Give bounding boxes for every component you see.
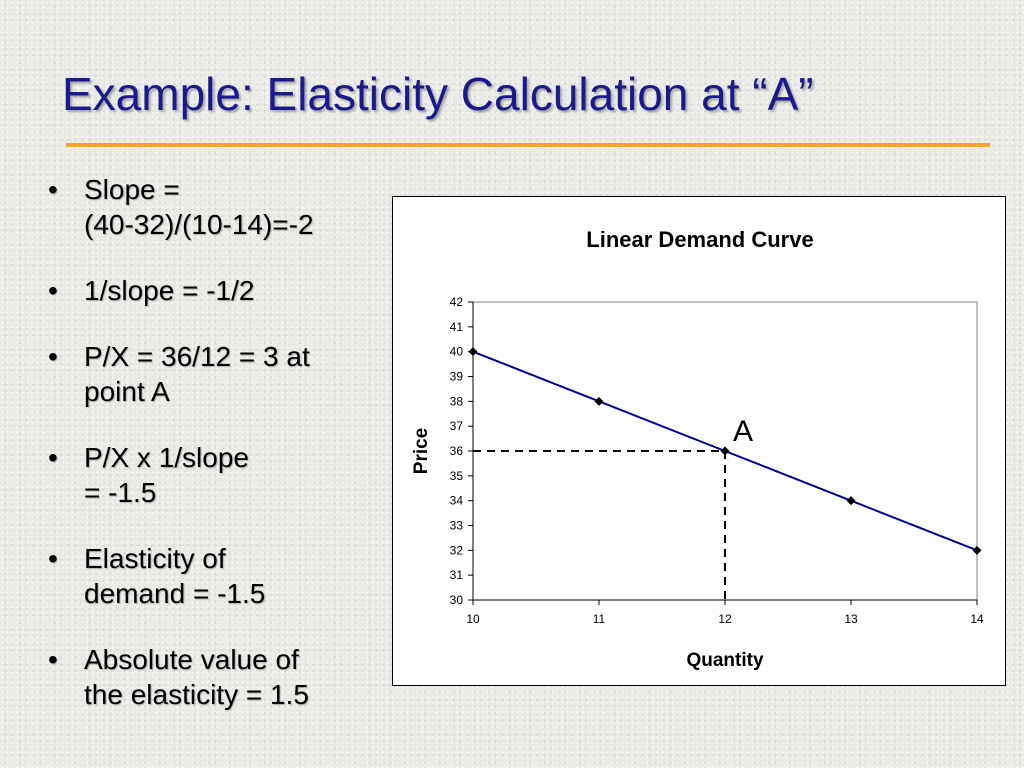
data-point [720,446,730,456]
bullet-text: point A [84,376,170,407]
x-tick-label: 11 [593,612,606,626]
x-tick-label: 10 [466,612,480,626]
x-tick-label: 13 [844,612,858,626]
x-tick-label: 14 [970,612,984,626]
x-tick-label: 12 [718,612,732,626]
bullet-item: • P/X = 36/12 = 3 at point A [40,339,380,409]
bullet-text: (40-32)/(10-14)=-2 [84,209,314,240]
bullet-item: • Absolute value of the elasticity = 1.5 [40,642,380,712]
bullet-text: = -1.5 [84,477,157,508]
bullet-dot: • [48,442,58,473]
data-point [594,396,604,406]
y-tick-label: 40 [450,345,464,359]
bullet-item: • Elasticity of demand = -1.5 [40,541,380,611]
bullet-text: Elasticity of [84,543,226,574]
y-tick-label: 42 [450,295,464,309]
bullet-text: P/X = 36/12 = 3 at [84,341,310,372]
bullet-item: • Slope = (40-32)/(10-14)=-2 [40,172,380,242]
demand-chart: Linear Demand Curve 30 31 32 33 34 35 36 37 38 39… [411,227,984,671]
bullet-text: Slope = [84,174,180,205]
bullet-item: • 1/slope = -1/2 [40,273,380,308]
y-tick-label: 33 [450,519,464,533]
y-axis-title: Price [411,428,432,474]
x-axis: 10 11 12 13 14 [466,599,984,626]
bullet-text: Absolute value of [84,644,299,675]
y-tick-label: 41 [450,320,464,334]
bullet-list: • Slope = (40-32)/(10-14)=-2 • 1/slope =… [40,172,380,743]
chart-panel: Linear Demand Curve 30 31 32 33 34 35 36 37 38 39… [392,196,1006,686]
bullet-dot: • [48,644,58,675]
y-tick-label: 34 [450,494,464,508]
data-point [846,496,856,506]
guide-lines [473,450,726,600]
slide-title: Example: Elasticity Calculation at “A” [62,68,814,120]
y-tick-label: 35 [450,469,464,483]
bullet-item: • P/X x 1/slope = -1.5 [40,440,380,510]
y-tick-label: 32 [450,543,464,557]
bullet-dot: • [48,275,58,306]
point-label: A [733,415,753,448]
y-tick-label: 36 [450,444,464,458]
bullet-text: 1/slope = -1/2 [84,275,255,306]
y-tick-label: 30 [450,593,464,607]
bullet-text: P/X x 1/slope [84,442,249,473]
chart-title: Linear Demand Curve [586,227,813,252]
annotation-group: A [733,415,753,448]
data-point [972,545,982,555]
bullet-dot: • [48,341,58,372]
y-tick-label: 38 [450,394,464,408]
bullet-dot: • [48,174,58,205]
bullet-text: the elasticity = 1.5 [84,679,309,710]
data-point [468,347,478,357]
y-axis: 30 31 32 33 34 35 36 37 38 39 40 41 42 [450,295,474,607]
bullet-dot: • [48,543,58,574]
x-axis-title: Quantity [686,650,763,671]
bullet-text: demand = -1.5 [84,578,266,609]
y-tick-label: 37 [450,419,464,433]
series-group [468,347,982,555]
y-tick-label: 39 [450,370,464,384]
y-tick-label: 31 [450,568,464,582]
title-rule [66,143,990,147]
